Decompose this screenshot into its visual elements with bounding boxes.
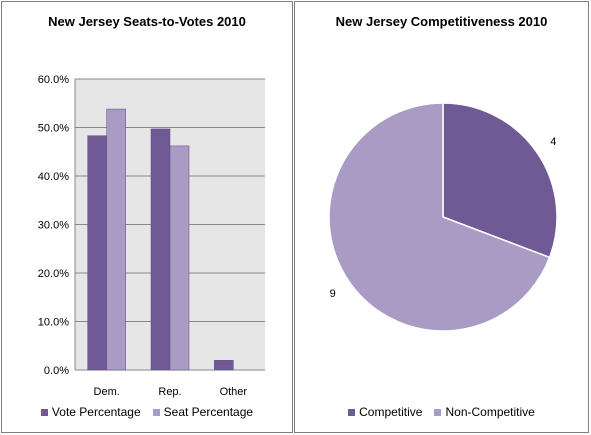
legend-swatch-competitive bbox=[348, 408, 356, 416]
legend-label-vote: Vote Percentage bbox=[51, 405, 141, 419]
pie-chart-title: New Jersey Competitiveness 2010 bbox=[335, 14, 548, 29]
y-tick-label: 30.0% bbox=[38, 220, 69, 232]
pie-data-label: 4 bbox=[550, 136, 556, 148]
x-tick-label: Rep. bbox=[158, 386, 181, 398]
pie-data-label: 9 bbox=[330, 288, 336, 300]
y-tick-label: 40.0% bbox=[38, 171, 69, 183]
legend-label-non-competitive: Non-Competitive bbox=[445, 405, 535, 419]
y-tick-label: 0.0% bbox=[44, 365, 69, 377]
x-tick-label: Other bbox=[220, 386, 248, 398]
legend-swatch-non-competitive bbox=[434, 408, 442, 416]
legend-item-seat: Seat Percentage bbox=[152, 405, 254, 419]
x-tick-label: Dem. bbox=[94, 386, 120, 398]
y-tick-label: 20.0% bbox=[38, 268, 69, 280]
legend-swatch-vote bbox=[40, 408, 48, 416]
legend-swatch-seat bbox=[152, 408, 160, 416]
legend-label-competitive: Competitive bbox=[359, 405, 423, 419]
pie-slice-non-competitive bbox=[328, 102, 551, 332]
pie-chart-legend: Competitive Non-Competitive bbox=[295, 405, 588, 419]
pie-chart: 49 bbox=[328, 102, 558, 332]
bar-chart: 0.0% 10.0% 20.0% 30.0% 40.0% 50.0% 60.0% Dem. Re… bbox=[38, 74, 265, 398]
legend-item-non-competitive: Non-Competitive bbox=[434, 405, 535, 419]
legend-item-vote: Vote Percentage bbox=[40, 405, 141, 419]
pie-slice-competitive bbox=[442, 102, 558, 259]
bar-chart-panel: New Jersey Seats-to-Votes 2010 0.0% 10.0%… bbox=[1, 1, 293, 433]
y-tick-label: 50.0% bbox=[38, 123, 69, 135]
bar-vote-other bbox=[214, 360, 234, 371]
legend-item-competitive: Competitive bbox=[348, 405, 422, 419]
bar-chart-title: New Jersey Seats-to-Votes 2010 bbox=[48, 14, 246, 29]
bar-vote-dem bbox=[87, 135, 107, 371]
bar-seat-dem bbox=[106, 108, 126, 371]
bar-chart-legend: Vote Percentage Seat Percentage bbox=[2, 405, 292, 419]
bar-vote-rep bbox=[150, 128, 171, 371]
y-tick-label: 60.0% bbox=[38, 74, 69, 86]
y-tick-label: 10.0% bbox=[38, 317, 69, 329]
bar-seat-rep bbox=[169, 145, 190, 371]
legend-label-seat: Seat Percentage bbox=[163, 405, 254, 419]
